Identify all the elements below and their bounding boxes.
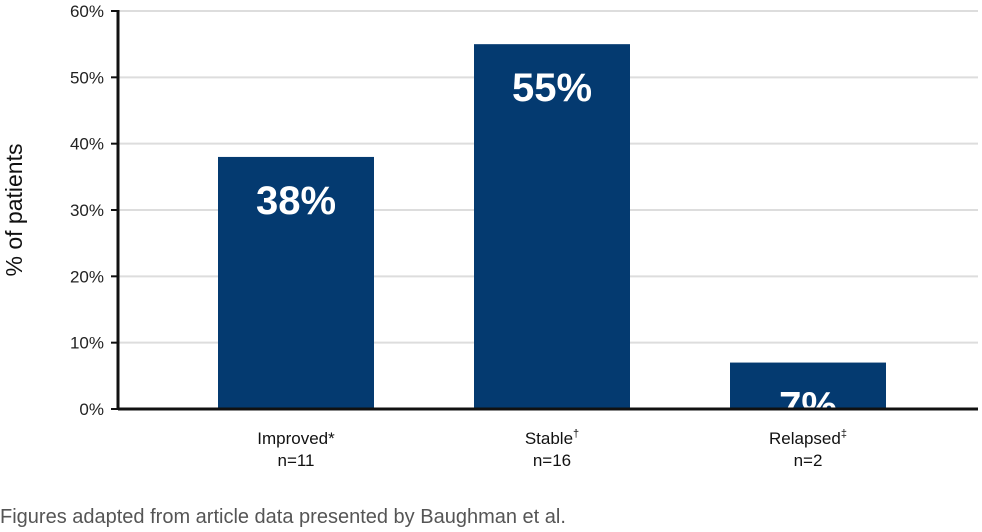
category-label: Stable† — [525, 428, 579, 448]
category-label: Relapsed‡ — [769, 428, 847, 448]
bar-chart: 38% 55% 7% 0% 10% 20% 30% 40% 50% 60% Improved* n… — [1, 2, 978, 470]
bar-value-label: 38% — [256, 179, 336, 223]
bars: 38% 55% 7% — [218, 44, 886, 429]
y-tick-label: 40% — [70, 135, 104, 154]
bar-value-label: 55% — [512, 66, 592, 110]
category-footnote-mark: * — [328, 429, 335, 448]
y-tick-label: 50% — [70, 68, 104, 87]
category-name: Relapsed — [769, 429, 841, 448]
category-footnote-mark: † — [573, 428, 579, 440]
category-count: n=2 — [794, 451, 823, 470]
y-tick-label: 10% — [70, 334, 104, 353]
category-name: Stable — [525, 429, 573, 448]
bar-relapsed — [730, 362, 886, 409]
bar-stable — [474, 44, 630, 410]
axes — [116, 10, 978, 411]
category-name: Improved — [257, 429, 328, 448]
y-axis-title: % of patients — [1, 144, 27, 277]
category-footnote-mark: ‡ — [841, 428, 847, 440]
y-tick-label: 0% — [79, 400, 104, 419]
y-tick-labels: 0% 10% 20% 30% 40% 50% 60% — [70, 2, 104, 419]
bar-improved — [218, 156, 374, 409]
y-tick-label: 30% — [70, 201, 104, 220]
category-count: n=16 — [533, 451, 571, 470]
y-tick-label: 60% — [70, 2, 104, 21]
category-label: Improved* — [257, 429, 335, 448]
bar-value-label: 7% — [779, 385, 837, 429]
source-footnote: Figures adapted from article data presen… — [0, 506, 566, 528]
y-tick-label: 20% — [70, 267, 104, 286]
category-count: n=11 — [277, 451, 314, 470]
